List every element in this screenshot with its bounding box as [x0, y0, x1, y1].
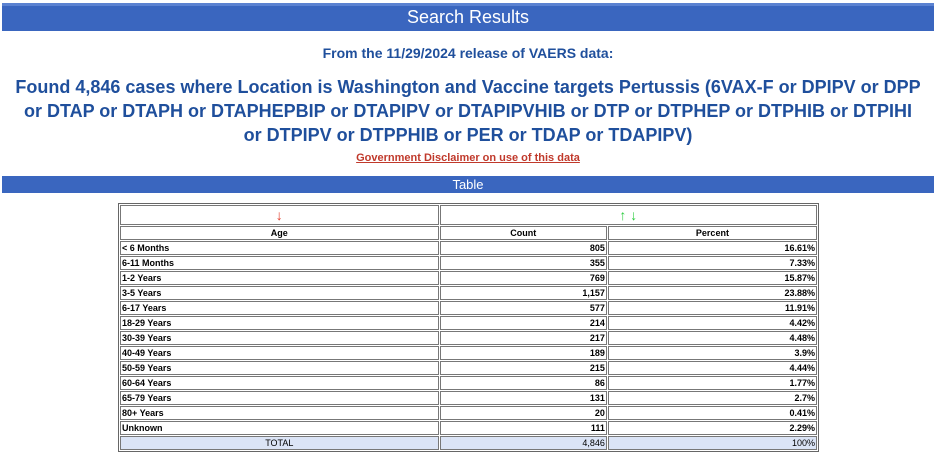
- count-sort-cell: ↑ ↓: [439, 205, 817, 225]
- table-section-header: Table: [2, 176, 934, 193]
- section-title: Table: [452, 177, 484, 192]
- age-cell: 60-64 Years: [120, 376, 439, 390]
- percent-cell: 4.42%: [607, 316, 817, 330]
- table-header-row: Age Count Percent: [120, 226, 817, 240]
- age-cell: 80+ Years: [120, 406, 439, 420]
- count-cell: 769: [439, 271, 607, 285]
- count-cell: 1,157: [439, 286, 607, 300]
- age-cell: 65-79 Years: [120, 391, 439, 405]
- count-cell: 577: [439, 301, 607, 315]
- count-cell: 20: [439, 406, 607, 420]
- percent-cell: 4.48%: [607, 331, 817, 345]
- headline-line-3: or DTPIPV or DTPPHIB or PER or TDAP or T…: [243, 125, 693, 145]
- government-disclaimer-link[interactable]: Government Disclaimer on use of this dat…: [356, 152, 580, 164]
- sort-descending-icon[interactable]: ↓: [275, 207, 283, 223]
- headline-line-2: or DTAP or DTAPH or DTAPHEPBIP or DTAPIP…: [23, 101, 913, 121]
- release-line: From the 11/29/2024 release of VAERS dat…: [322, 45, 614, 61]
- count-cell: 111: [439, 421, 607, 435]
- percent-cell: 16.61%: [607, 241, 817, 255]
- table-row: 3-5 Years 1,157 23.88%: [120, 286, 817, 300]
- total-row: TOTAL 4,846 100%: [120, 436, 817, 450]
- age-cell: < 6 Months: [120, 241, 439, 255]
- header-top-strip: [2, 3, 934, 6]
- age-cell: 1-2 Years: [120, 271, 439, 285]
- headline-line-1: Found 4,846 cases where Location is Wash…: [15, 77, 921, 97]
- percent-cell: 2.29%: [607, 421, 817, 435]
- table-row: 80+ Years 20 0.41%: [120, 406, 817, 420]
- age-cell: 6-17 Years: [120, 301, 439, 315]
- table-row: 50-59 Years 215 4.44%: [120, 361, 817, 375]
- age-cell: 3-5 Years: [120, 286, 439, 300]
- percent-cell: 11.91%: [607, 301, 817, 315]
- age-cell: 6-11 Months: [120, 256, 439, 270]
- age-cell: Unknown: [120, 421, 439, 435]
- count-cell: 86: [439, 376, 607, 390]
- table-row: 30-39 Years 217 4.48%: [120, 331, 817, 345]
- count-cell: 131: [439, 391, 607, 405]
- table-row: 65-79 Years 131 2.7%: [120, 391, 817, 405]
- count-cell: 355: [439, 256, 607, 270]
- table-row: 1-2 Years 769 15.87%: [120, 271, 817, 285]
- percent-column-header: Percent: [607, 226, 817, 240]
- results-table: ↓ ↑ ↓ Age Count Percent < 6 Months 805 16.…: [118, 203, 819, 452]
- count-cell: 805: [439, 241, 607, 255]
- count-column-header: Count: [439, 226, 607, 240]
- percent-cell: 7.33%: [607, 256, 817, 270]
- table-row: < 6 Months 805 16.61%: [120, 241, 817, 255]
- age-cell: 18-29 Years: [120, 316, 439, 330]
- percent-cell: 23.88%: [607, 286, 817, 300]
- percent-cell: 1.77%: [607, 376, 817, 390]
- sort-ascending-icon[interactable]: ↑: [619, 207, 627, 223]
- percent-cell: 2.7%: [607, 391, 817, 405]
- count-cell: 214: [439, 316, 607, 330]
- age-sort-cell: ↓: [120, 205, 439, 225]
- table-row: 6-11 Months 355 7.33%: [120, 256, 817, 270]
- count-cell: 217: [439, 331, 607, 345]
- percent-cell: 0.41%: [607, 406, 817, 420]
- percent-cell: 3.9%: [607, 346, 817, 360]
- percent-cell: 4.44%: [607, 361, 817, 375]
- result-headline: Found 4,846 cases where Location is Wash…: [0, 75, 936, 147]
- age-cell: 50-59 Years: [120, 361, 439, 375]
- table-row: 18-29 Years 214 4.42%: [120, 316, 817, 330]
- age-cell: 40-49 Years: [120, 346, 439, 360]
- table-row: 60-64 Years 86 1.77%: [120, 376, 817, 390]
- sort-row: ↓ ↑ ↓: [120, 205, 817, 225]
- count-cell: 215: [439, 361, 607, 375]
- sort-descending-icon[interactable]: ↓: [630, 207, 638, 223]
- total-label: TOTAL: [120, 436, 439, 450]
- total-percent: 100%: [607, 436, 817, 450]
- count-cell: 189: [439, 346, 607, 360]
- age-column-header: Age: [120, 226, 439, 240]
- age-cell: 30-39 Years: [120, 331, 439, 345]
- table-row: 6-17 Years 577 11.91%: [120, 301, 817, 315]
- table-row: Unknown 111 2.29%: [120, 421, 817, 435]
- page-title: Search Results: [406, 7, 530, 27]
- total-count: 4,846: [439, 436, 607, 450]
- search-results-header: Search Results: [2, 3, 934, 31]
- table-row: 40-49 Years 189 3.9%: [120, 346, 817, 360]
- percent-cell: 15.87%: [607, 271, 817, 285]
